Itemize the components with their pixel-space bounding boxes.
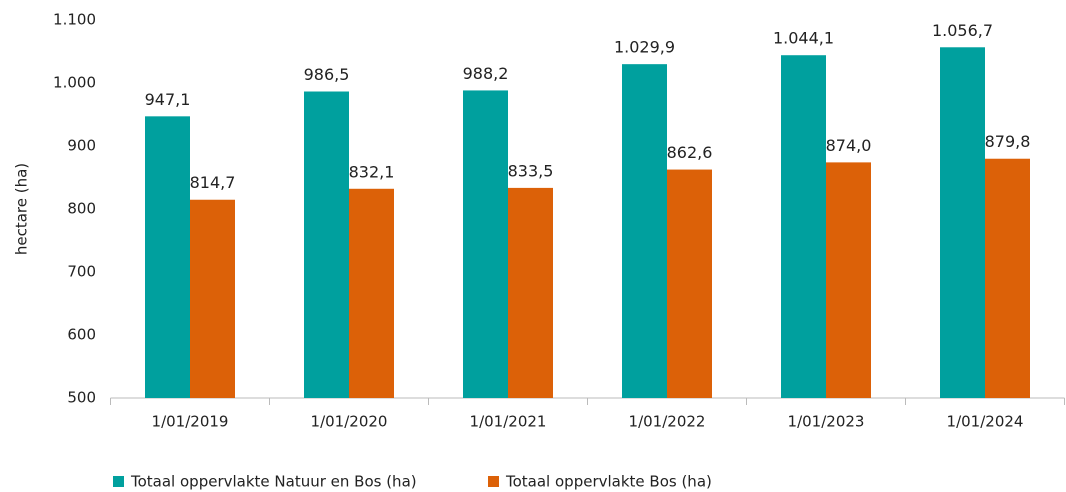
x-tick-label: 1/01/2024 [947,413,1024,431]
value-label: 1.044,1 [773,29,834,48]
bar [463,90,508,399]
bar [781,55,826,398]
x-tick-label: 1/01/2023 [788,413,865,431]
y-tick-label: 1.000 [53,74,96,92]
value-label: 874,0 [826,136,872,155]
bar [349,188,394,398]
bar [667,169,712,398]
x-tick-label: 1/01/2020 [311,413,388,431]
value-label: 986,5 [304,65,350,84]
bar [622,64,667,399]
y-axis-label: hectare (ha) [13,163,31,255]
bar [985,158,1030,398]
value-label: 1.029,9 [614,38,675,57]
bar [508,187,553,398]
y-tick-label: 600 [67,326,96,344]
value-label: 988,2 [463,64,509,83]
x-tick-label: 1/01/2022 [629,413,706,431]
y-tick-label: 500 [67,389,96,407]
value-label: 832,1 [349,162,395,181]
y-tick-label: 1.100 [53,11,96,29]
bar [304,91,349,398]
bar [940,47,985,399]
legend-label: Totaal oppervlakte Bos (ha) [505,473,712,491]
legend-swatch [488,476,499,487]
x-tick-label: 1/01/2021 [470,413,547,431]
value-label: 833,5 [508,161,554,180]
legend-swatch [113,476,124,487]
value-label: 947,1 [145,90,191,109]
y-tick-label: 800 [67,200,96,218]
value-label: 1.056,7 [932,21,993,40]
bar [826,162,871,398]
legend-label: Totaal oppervlakte Natuur en Bos (ha) [130,473,417,491]
y-tick-label: 700 [67,263,96,281]
value-label: 862,6 [667,143,713,162]
x-tick-label: 1/01/2019 [152,413,229,431]
value-label: 879,8 [985,132,1031,151]
y-tick-label: 900 [67,137,96,155]
bar [145,116,190,399]
bar [190,199,235,398]
value-label: 814,7 [190,173,236,192]
